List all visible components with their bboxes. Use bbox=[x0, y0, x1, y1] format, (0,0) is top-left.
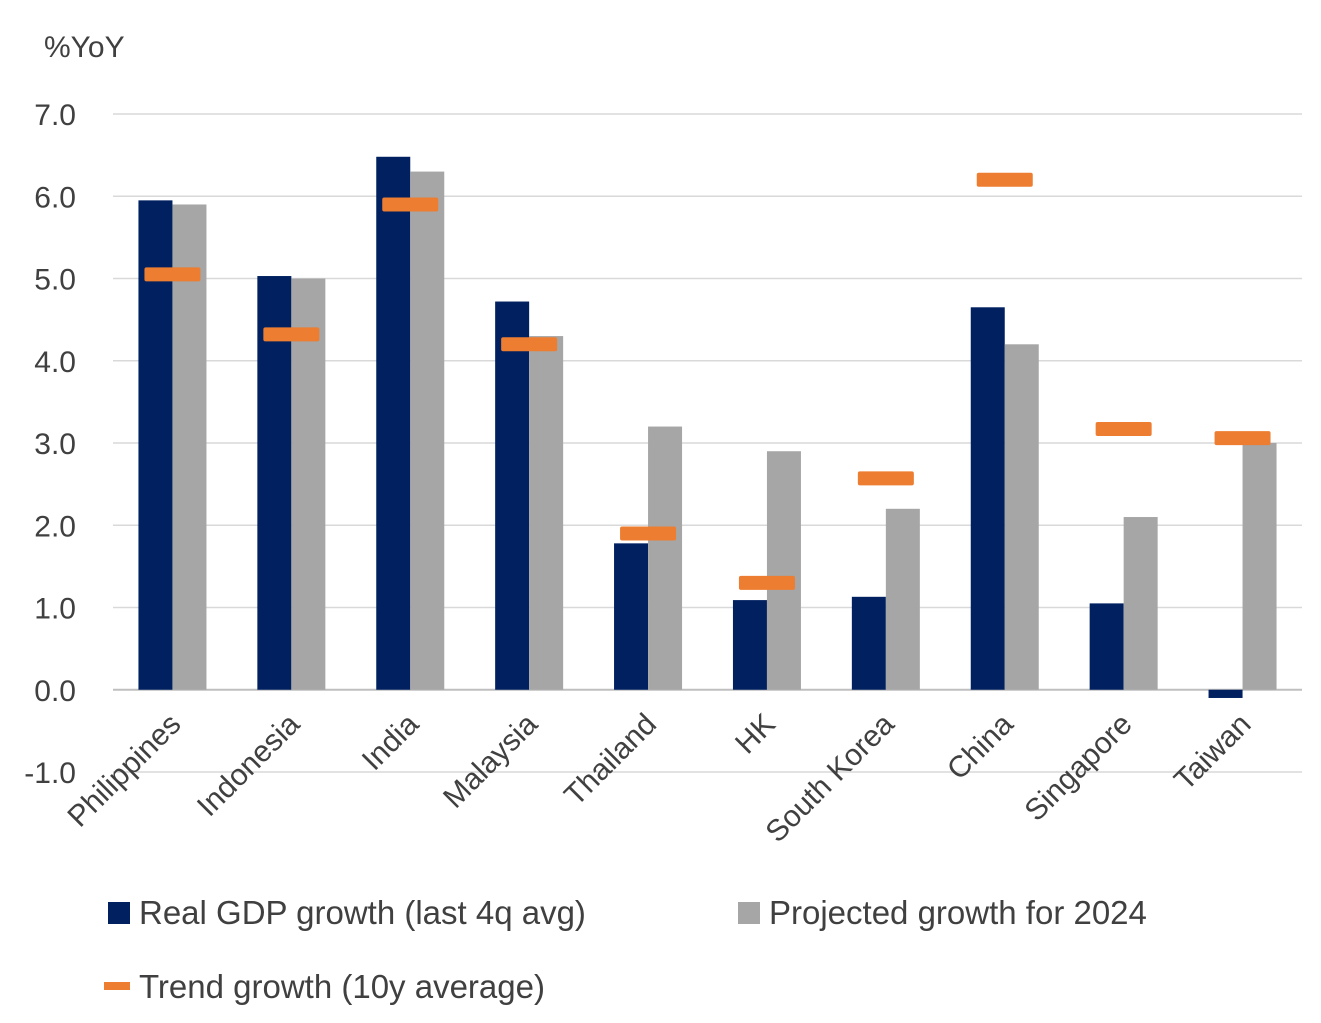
marker-trend-philippines bbox=[144, 267, 201, 282]
bar-projected-singapore bbox=[1123, 517, 1158, 690]
legend-swatch-projected bbox=[738, 902, 760, 924]
x-tick-label: Thailand bbox=[558, 708, 663, 813]
marker-trend-taiwan bbox=[1214, 431, 1271, 446]
legend: Real GDP growth (last 4q avg) Projected … bbox=[104, 894, 1147, 1005]
bar-projected-china bbox=[1004, 344, 1039, 690]
bar-projected-south-korea bbox=[885, 508, 920, 690]
y-tick-label: 3.0 bbox=[34, 428, 76, 461]
marker-trend-south-korea bbox=[857, 471, 914, 486]
y-tick-label: 6.0 bbox=[34, 181, 76, 214]
y-tick-label: 2.0 bbox=[34, 510, 76, 543]
x-tick-label: Singapore bbox=[1019, 708, 1139, 828]
y-axis-label: %YoY bbox=[44, 31, 125, 64]
bar-real-gdp-malaysia bbox=[495, 301, 530, 690]
marker-trend-india bbox=[382, 197, 439, 212]
marker-trend-indonesia bbox=[263, 327, 320, 342]
marker-trend-hk bbox=[738, 575, 795, 590]
y-tick-labels: 7.0 6.0 5.0 4.0 3.0 2.0 1.0 0.0 -1.0 bbox=[24, 99, 76, 790]
x-tick-label: India bbox=[356, 707, 426, 777]
legend-label-trend: Trend growth (10y average) bbox=[139, 968, 545, 1005]
bar-projected-thailand bbox=[648, 426, 683, 690]
y-tick-label: -1.0 bbox=[24, 757, 76, 790]
legend-swatch-real-gdp bbox=[108, 902, 130, 924]
marker-trend-thailand bbox=[620, 526, 677, 541]
x-tick-label: Indonesia bbox=[191, 707, 307, 823]
x-tick-labels: Philippines Indonesia India Malaysia Thailan… bbox=[61, 707, 1257, 849]
bar-projected-malaysia bbox=[529, 336, 564, 690]
y-tick-label: 0.0 bbox=[34, 675, 76, 708]
legend-item-real-gdp: Real GDP growth (last 4q avg) bbox=[108, 894, 586, 931]
bar-projected-indonesia bbox=[291, 278, 326, 690]
bar-projected-india bbox=[410, 171, 445, 690]
legend-label-real-gdp: Real GDP growth (last 4q avg) bbox=[139, 894, 586, 931]
trend-markers bbox=[144, 172, 1271, 590]
bar-real-gdp-taiwan bbox=[1208, 689, 1243, 698]
y-tick-label: 1.0 bbox=[34, 593, 76, 626]
marker-trend-singapore bbox=[1095, 422, 1152, 437]
bar-real-gdp-hk bbox=[732, 600, 767, 690]
x-tick-label: HK bbox=[729, 708, 782, 761]
x-tick-label: Philippines bbox=[61, 708, 187, 834]
y-tick-label: 7.0 bbox=[34, 99, 76, 132]
y-tick-label: 5.0 bbox=[34, 264, 76, 297]
x-tick-label: South Korea bbox=[760, 707, 901, 848]
bar-real-gdp-indonesia bbox=[257, 276, 292, 690]
legend-item-trend: Trend growth (10y average) bbox=[104, 968, 545, 1005]
legend-item-projected: Projected growth for 2024 bbox=[738, 894, 1147, 931]
x-tick-label: Malaysia bbox=[437, 707, 544, 814]
bar-projected-hk bbox=[766, 451, 801, 690]
bar-real-gdp-philippines bbox=[138, 200, 173, 690]
marker-trend-china bbox=[976, 172, 1033, 187]
bar-real-gdp-singapore bbox=[1089, 603, 1124, 690]
bar-real-gdp-thailand bbox=[614, 543, 649, 690]
x-tick-label: Taiwan bbox=[1168, 708, 1257, 797]
legend-swatch-trend bbox=[104, 982, 130, 990]
bar-real-gdp-south-korea bbox=[851, 596, 886, 690]
bar-projected-taiwan bbox=[1242, 443, 1277, 690]
legend-label-projected: Projected growth for 2024 bbox=[769, 894, 1147, 931]
bars bbox=[138, 156, 1277, 698]
y-tick-label: 4.0 bbox=[34, 346, 76, 379]
x-tick-label: China bbox=[941, 707, 1020, 786]
bar-real-gdp-china bbox=[970, 307, 1005, 690]
marker-trend-malaysia bbox=[501, 337, 558, 352]
bar-real-gdp-india bbox=[376, 156, 411, 690]
bar-projected-philippines bbox=[172, 204, 207, 690]
